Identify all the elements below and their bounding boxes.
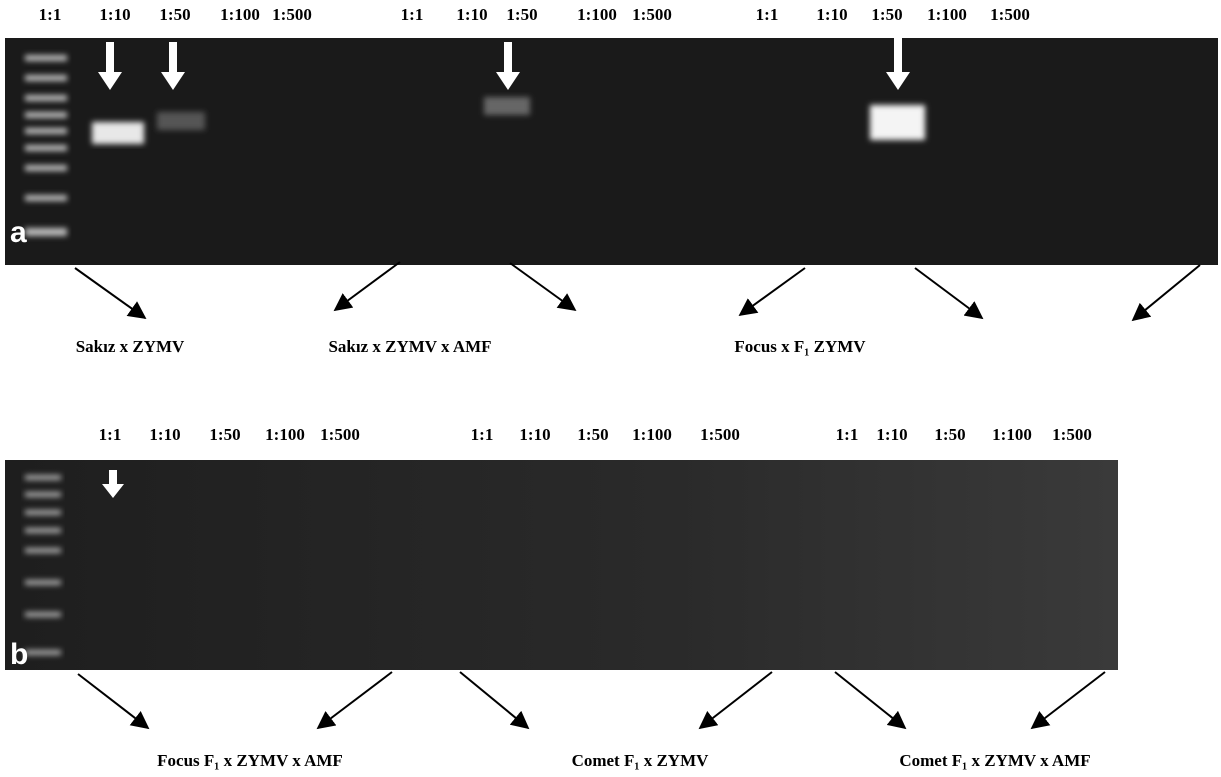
group-label: Focus F₁ x ZYMV x AMF <box>157 751 343 770</box>
lane-label: 1:100 <box>220 5 260 24</box>
lane-label: 1:10 <box>519 425 550 444</box>
lane-label: 1:10 <box>99 5 130 24</box>
lane-label: 1:1 <box>39 5 62 24</box>
lane-label: 1:50 <box>577 425 608 444</box>
gel-b <box>5 460 1118 670</box>
lane-label: 1:1 <box>401 5 424 24</box>
panel-letter: a <box>10 216 27 249</box>
lane-label: 1:10 <box>876 425 907 444</box>
lane-label: 1:500 <box>700 425 740 444</box>
lane-label: 1:1 <box>836 425 859 444</box>
lane-label: 1:50 <box>934 425 965 444</box>
lane-label: 1:1 <box>756 5 779 24</box>
lane-label: 1:100 <box>992 425 1032 444</box>
lane-label: 1:1 <box>99 425 122 444</box>
lane-label: 1:10 <box>816 5 847 24</box>
lane-label: 1:500 <box>1052 425 1092 444</box>
group-label: Sakız x ZYMV x AMF <box>328 337 491 356</box>
panel-letter: b <box>10 638 28 671</box>
lane-label: 1:100 <box>577 5 617 24</box>
lane-label: 1:500 <box>272 5 312 24</box>
lane-label: 1:10 <box>149 425 180 444</box>
group-label: Comet F₁ x ZYMV x AMF <box>899 751 1090 770</box>
gel-a <box>5 38 1218 265</box>
figure: 1:1 1:10 1:50 1:100 1:500 1:1 1:10 1:50 1:100 1:5… <box>0 0 1221 777</box>
lane-label: 1:100 <box>265 425 305 444</box>
group-label: Comet F₁ x ZYMV <box>572 751 710 770</box>
group-label: Focus x F₁ ZYMV <box>734 337 866 356</box>
lane-label: 1:100 <box>927 5 967 24</box>
lane-label: 1:50 <box>159 5 190 24</box>
lane-label: 1:50 <box>506 5 537 24</box>
lane-label: 1:10 <box>456 5 487 24</box>
lane-label: 1:100 <box>632 425 672 444</box>
lane-label: 1:50 <box>871 5 902 24</box>
lane-label: 1:500 <box>320 425 360 444</box>
lane-label: 1:500 <box>990 5 1030 24</box>
lane-label: 1:1 <box>471 425 494 444</box>
lane-label: 1:50 <box>209 425 240 444</box>
group-label: Sakız x ZYMV <box>76 337 185 356</box>
lane-label: 1:500 <box>632 5 672 24</box>
